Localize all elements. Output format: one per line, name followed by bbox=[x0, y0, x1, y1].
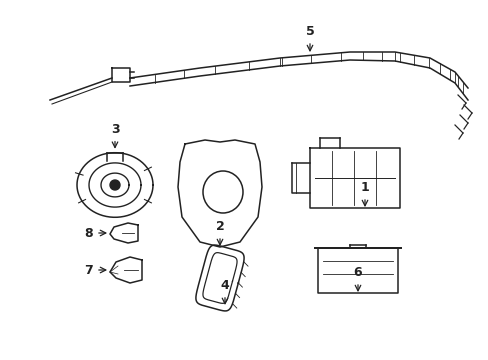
Polygon shape bbox=[110, 257, 142, 283]
Circle shape bbox=[110, 180, 120, 190]
Text: 2: 2 bbox=[215, 220, 224, 233]
Text: 4: 4 bbox=[220, 279, 229, 292]
Text: 6: 6 bbox=[353, 266, 362, 279]
Text: 5: 5 bbox=[305, 25, 314, 38]
Polygon shape bbox=[101, 173, 129, 197]
Polygon shape bbox=[110, 223, 138, 243]
Text: 1: 1 bbox=[360, 181, 368, 194]
Polygon shape bbox=[178, 140, 262, 247]
Ellipse shape bbox=[203, 171, 243, 213]
Text: 3: 3 bbox=[110, 123, 119, 136]
Polygon shape bbox=[196, 245, 244, 311]
Polygon shape bbox=[77, 153, 153, 217]
Text: 7: 7 bbox=[84, 264, 93, 276]
Text: 8: 8 bbox=[84, 226, 93, 239]
